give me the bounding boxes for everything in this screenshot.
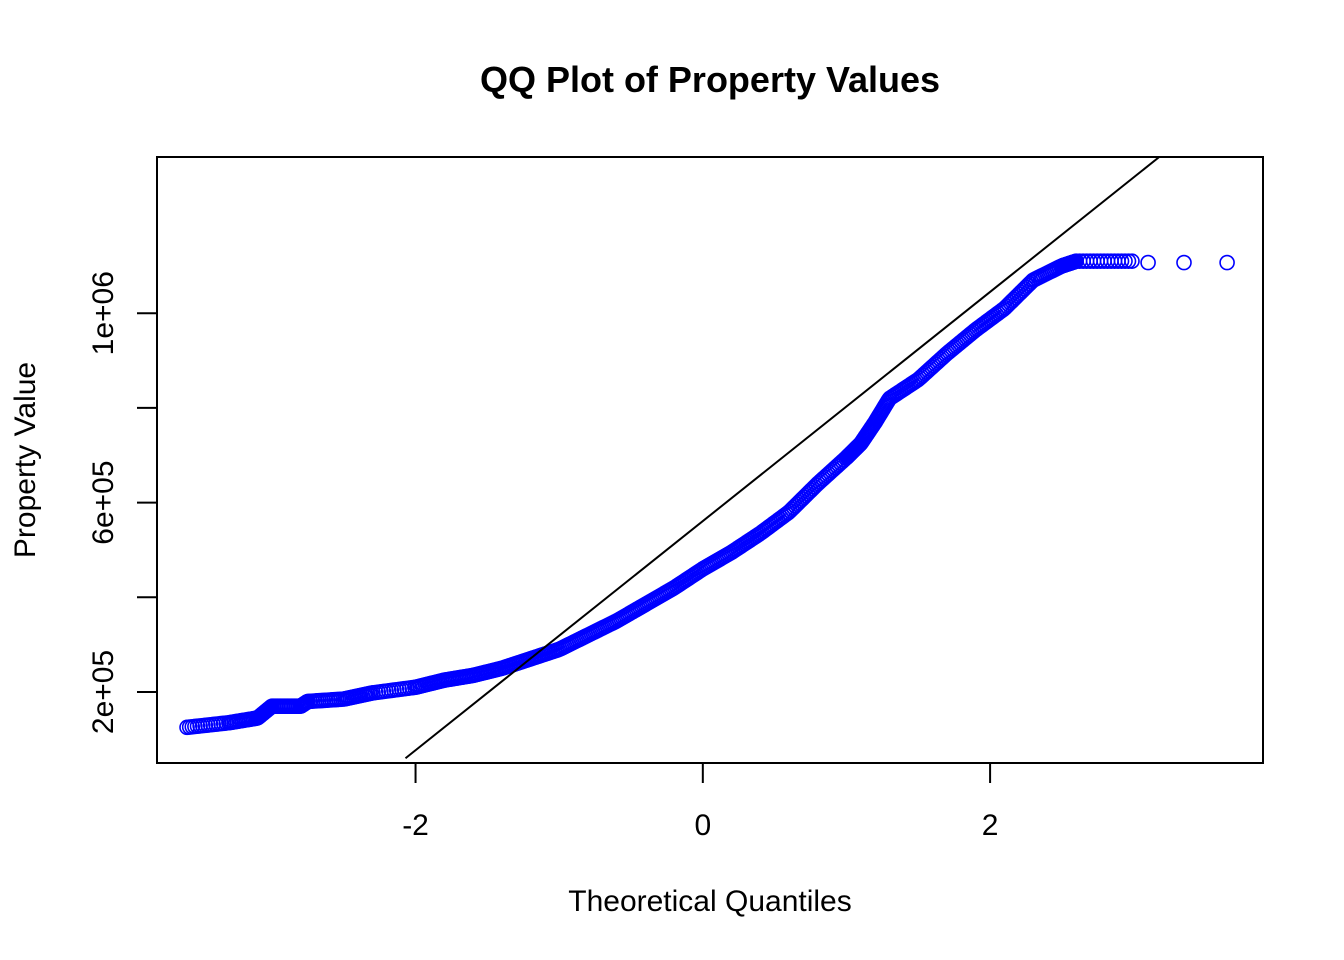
x-tick-label-1: 0 (694, 809, 711, 842)
x-axis-title: Theoretical Quantiles (568, 885, 851, 918)
y-tick-label-0: 2e+05 (87, 650, 120, 734)
data-point (1140, 254, 1156, 271)
x-tick-label-0: -2 (402, 809, 429, 842)
x-tick-label-2: 2 (982, 809, 999, 842)
y-axis: 2e+05 6e+05 1e+06 (87, 271, 157, 734)
y-axis-title: Property Value (9, 362, 42, 558)
chart-title: QQ Plot of Property Values (480, 59, 940, 100)
x-axis: -2 0 2 (402, 763, 998, 842)
y-tick-label-4: 1e+06 (87, 271, 120, 355)
data-point (1176, 254, 1192, 271)
data-point (1113, 253, 1130, 269)
plot-frame (156, 156, 1264, 764)
y-tick-label-2: 6e+05 (87, 460, 120, 544)
data-point (1120, 253, 1137, 269)
data-point (1124, 253, 1140, 269)
data-point (1219, 254, 1235, 271)
data-point (1117, 253, 1133, 269)
data-points (179, 253, 1235, 736)
reference-line (404, 156, 1160, 760)
